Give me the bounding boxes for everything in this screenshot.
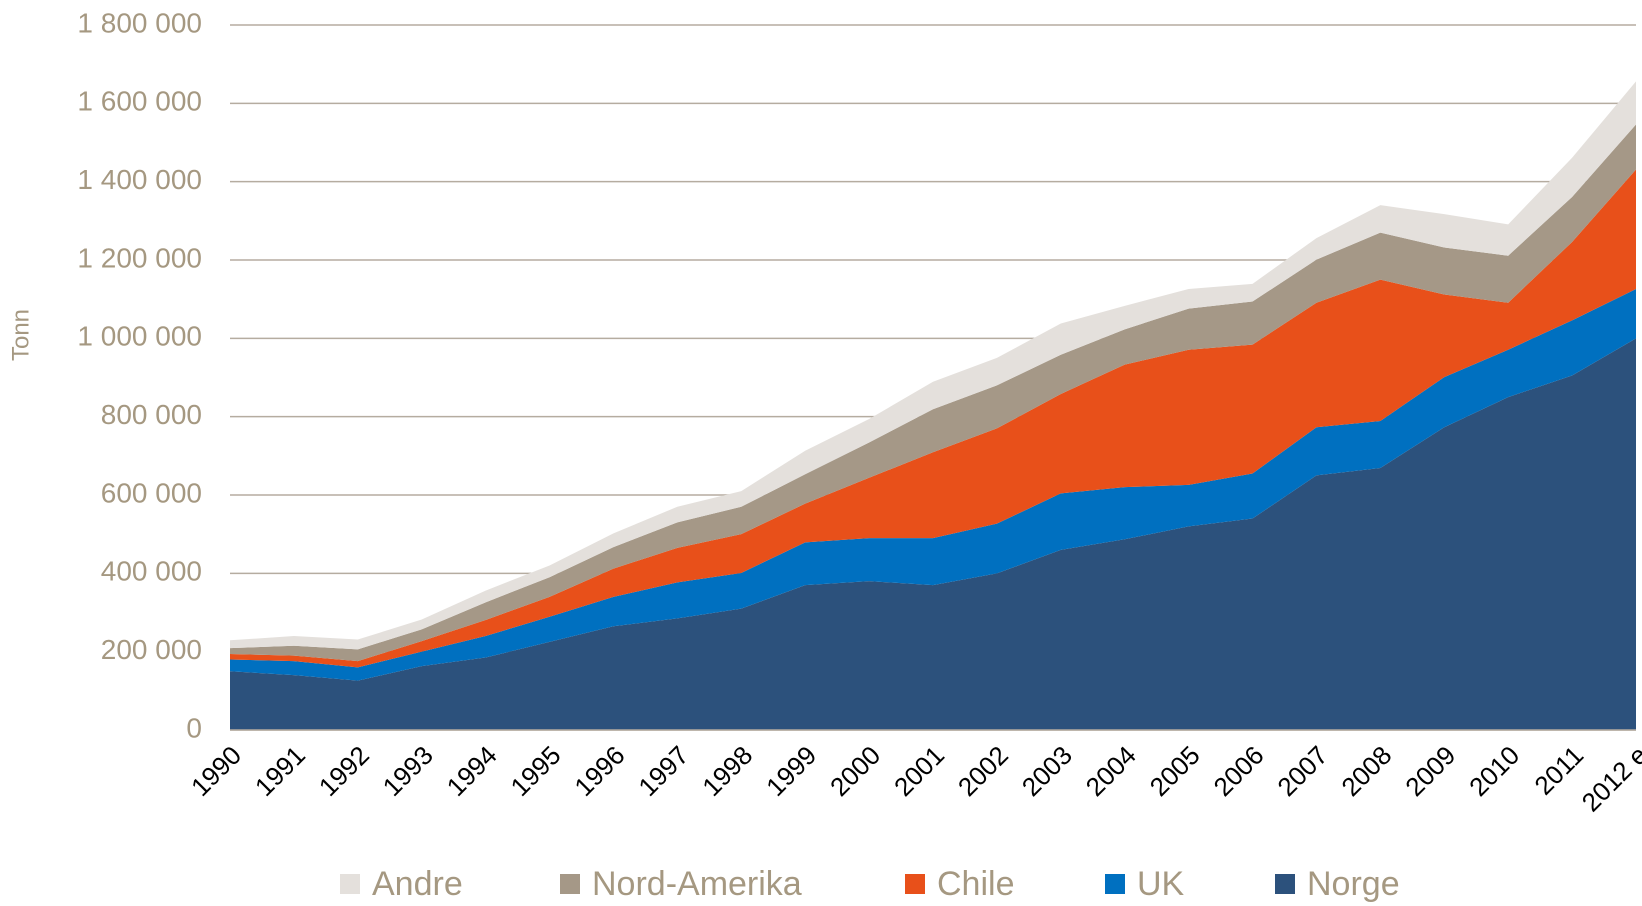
x-tick-label: 1992 bbox=[313, 740, 375, 802]
y-tick-label: 1 400 000 bbox=[77, 164, 202, 195]
legend-swatch bbox=[340, 874, 360, 894]
y-tick-label: 1 200 000 bbox=[77, 242, 202, 273]
x-tick-label: 2005 bbox=[1144, 740, 1206, 802]
legend-swatch bbox=[905, 874, 925, 894]
x-tick-label: 1991 bbox=[249, 740, 311, 802]
legend-label: Norge bbox=[1307, 865, 1400, 903]
x-tick-label: 2006 bbox=[1208, 740, 1270, 802]
legend-swatch bbox=[1105, 874, 1125, 894]
area bbox=[230, 169, 1636, 668]
legend-label: Nord-Amerika bbox=[592, 865, 802, 903]
x-tick-label: 1994 bbox=[441, 740, 503, 802]
x-tick-label: 1999 bbox=[760, 740, 822, 802]
x-tick-label: 1996 bbox=[568, 740, 630, 802]
x-tick-label: 2009 bbox=[1399, 740, 1461, 802]
legend-label: Andre bbox=[372, 865, 463, 903]
y-tick-label: 1 600 000 bbox=[77, 86, 202, 117]
x-tick-label: 2004 bbox=[1080, 740, 1142, 802]
x-tick-label: 2002 bbox=[952, 740, 1014, 802]
x-tick-label: 2010 bbox=[1463, 740, 1525, 802]
x-tick-label: 2012 e bbox=[1576, 740, 1642, 817]
y-tick-label: 200 000 bbox=[101, 634, 202, 665]
legend-label: UK bbox=[1137, 865, 1185, 903]
y-tick-label: 0 bbox=[186, 712, 202, 743]
x-tick-label: 1990 bbox=[185, 740, 247, 802]
x-tick-label: 2003 bbox=[1016, 740, 1078, 802]
y-tick-label: 600 000 bbox=[101, 477, 202, 508]
x-tick-label: 2008 bbox=[1335, 740, 1397, 802]
y-tick-label: 1 000 000 bbox=[77, 321, 202, 352]
x-tick-label: 1997 bbox=[632, 740, 694, 802]
x-tick-label: 1998 bbox=[696, 740, 758, 802]
y-tick-label: 400 000 bbox=[101, 556, 202, 587]
y-tick-label: 1 800 000 bbox=[77, 7, 202, 38]
legend-label: Chile bbox=[937, 865, 1014, 903]
y-tick-label: 800 000 bbox=[101, 399, 202, 430]
area bbox=[230, 338, 1636, 730]
x-tick-label: 1993 bbox=[377, 740, 439, 802]
legend-swatch bbox=[560, 874, 580, 894]
x-tick-label: 2000 bbox=[824, 740, 886, 802]
y-axis-label: Tonn bbox=[7, 309, 34, 361]
x-tick-label: 1995 bbox=[505, 740, 567, 802]
x-tick-label: 2007 bbox=[1271, 740, 1333, 802]
legend-swatch bbox=[1275, 874, 1295, 894]
x-tick-label: 2001 bbox=[888, 740, 950, 802]
